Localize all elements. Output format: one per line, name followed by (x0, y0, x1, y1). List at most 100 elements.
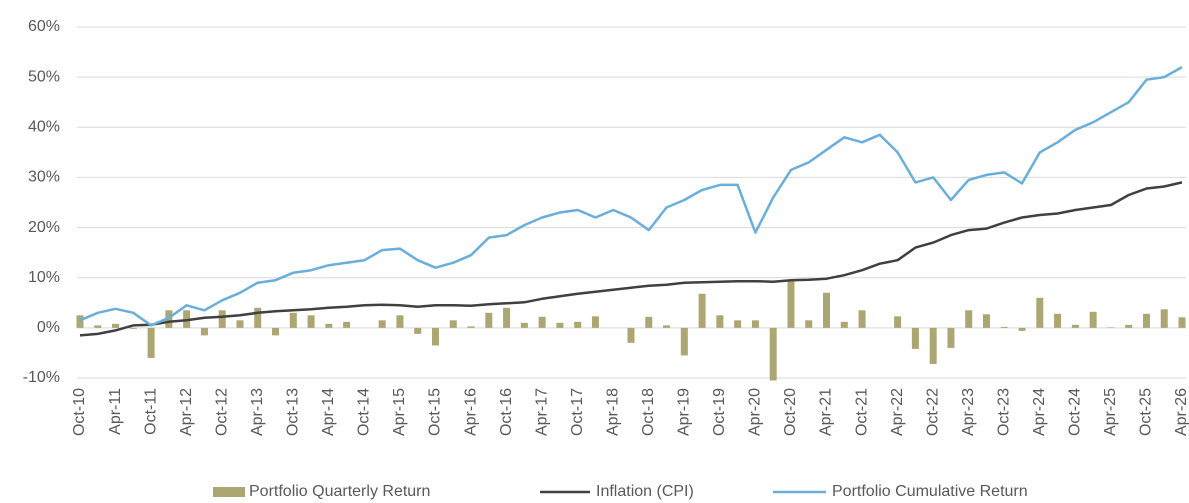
x-tick-label: Apr-19 (676, 388, 693, 436)
legend-label: Inflation (CPI) (596, 483, 694, 500)
x-tick-label: Oct-12 (213, 388, 230, 436)
x-tick-label: Apr-17 (533, 388, 550, 436)
x-tick-label: Apr-15 (391, 388, 408, 436)
bar (76, 315, 84, 328)
bar (1178, 317, 1186, 328)
x-tick-label: Apr-18 (604, 388, 621, 436)
bar (1107, 327, 1115, 328)
bar (1089, 311, 1097, 328)
x-tick-label: Apr-14 (320, 388, 337, 436)
x-tick-label: Apr-25 (1102, 388, 1119, 436)
bar (272, 327, 280, 336)
y-tick-label: 60% (28, 18, 60, 35)
bar (1054, 313, 1062, 328)
bar (840, 321, 848, 328)
x-tick-label: Apr-16 (462, 388, 479, 436)
bar (1071, 324, 1079, 328)
y-tick-label: 20% (28, 219, 60, 236)
bar (449, 320, 457, 328)
x-tick-label: Oct-22 (924, 388, 941, 436)
bar (218, 310, 226, 328)
x-tick-label: Oct-15 (427, 388, 444, 436)
x-tick-label: Apr-20 (747, 388, 764, 436)
x-tick-label: Oct-21 (853, 388, 870, 436)
line (79, 181, 1183, 337)
bar (520, 322, 528, 328)
bar (929, 327, 937, 364)
bar (343, 321, 351, 328)
bar (591, 316, 599, 328)
bar (112, 323, 120, 328)
bar (894, 316, 902, 328)
bar (734, 320, 742, 328)
bar (627, 327, 635, 343)
legend-label: Portfolio Cumulative Return (832, 483, 1028, 500)
legend-label: Portfolio Quarterly Return (249, 483, 430, 500)
bar (680, 327, 688, 356)
x-tick-label: Apr-21 (818, 388, 835, 436)
bar (431, 327, 439, 346)
bar (645, 316, 653, 328)
y-tick-label: 10% (28, 269, 60, 286)
bar (485, 312, 493, 328)
bar (1018, 327, 1026, 331)
x-tick-label: Oct-16 (498, 388, 515, 436)
bar (414, 327, 422, 334)
bar (751, 320, 759, 328)
bar (982, 314, 990, 328)
bar (716, 315, 724, 328)
x-tick-label: Oct-20 (782, 388, 799, 436)
bar (467, 326, 475, 328)
line (79, 66, 1183, 327)
x-tick-label: Oct-25 (1138, 388, 1155, 436)
x-tick-label: Apr-13 (249, 388, 266, 436)
x-tick-label: Oct-19 (711, 388, 728, 436)
bar (1000, 326, 1008, 328)
y-tick-label: 40% (28, 119, 60, 136)
x-tick-label: Apr-11 (107, 388, 124, 435)
x-tick-label: Apr-24 (1031, 388, 1048, 436)
x-tick-label: Apr-26 (1173, 388, 1189, 436)
x-tick-label: Oct-17 (569, 388, 586, 436)
bar (254, 307, 262, 328)
bar (823, 292, 831, 328)
bar (307, 315, 315, 328)
bar (289, 312, 297, 328)
y-tick-label: -10% (23, 369, 60, 386)
bar (396, 315, 404, 328)
x-tick-label: Apr-22 (889, 388, 906, 436)
y-tick-label: 0% (37, 319, 60, 336)
bar (787, 280, 795, 328)
bar (325, 323, 333, 328)
bar (805, 320, 813, 328)
bar (129, 327, 137, 329)
y-tick-label: 30% (28, 169, 60, 186)
x-tick-label: Apr-12 (178, 388, 195, 436)
legend-swatch (213, 487, 245, 497)
x-tick-label: Apr-23 (960, 388, 977, 436)
bar (698, 293, 706, 328)
y-tick-label: 50% (28, 68, 60, 85)
bar (94, 325, 102, 328)
bar (1160, 309, 1168, 328)
bar (1036, 297, 1044, 328)
x-tick-label: Oct-14 (356, 388, 373, 436)
bar (236, 320, 244, 328)
x-tick-label: Oct-13 (285, 388, 302, 436)
bar (503, 307, 511, 328)
bar (911, 327, 919, 349)
bar (538, 316, 546, 328)
x-tick-label: Oct-10 (71, 388, 88, 436)
bar (769, 327, 777, 381)
bar (574, 321, 582, 328)
bar (965, 310, 973, 328)
bar (200, 327, 208, 336)
bar (663, 325, 671, 328)
x-tick-label: Oct-24 (1067, 388, 1084, 436)
bar (147, 327, 155, 358)
x-tick-label: Oct-18 (640, 388, 657, 436)
bar (1142, 313, 1150, 328)
bar (947, 327, 955, 348)
bar (556, 322, 564, 328)
